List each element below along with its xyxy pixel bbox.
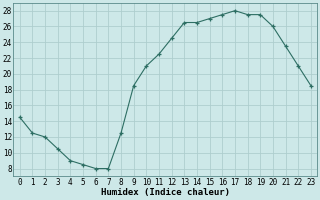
X-axis label: Humidex (Indice chaleur): Humidex (Indice chaleur) [101,188,230,197]
